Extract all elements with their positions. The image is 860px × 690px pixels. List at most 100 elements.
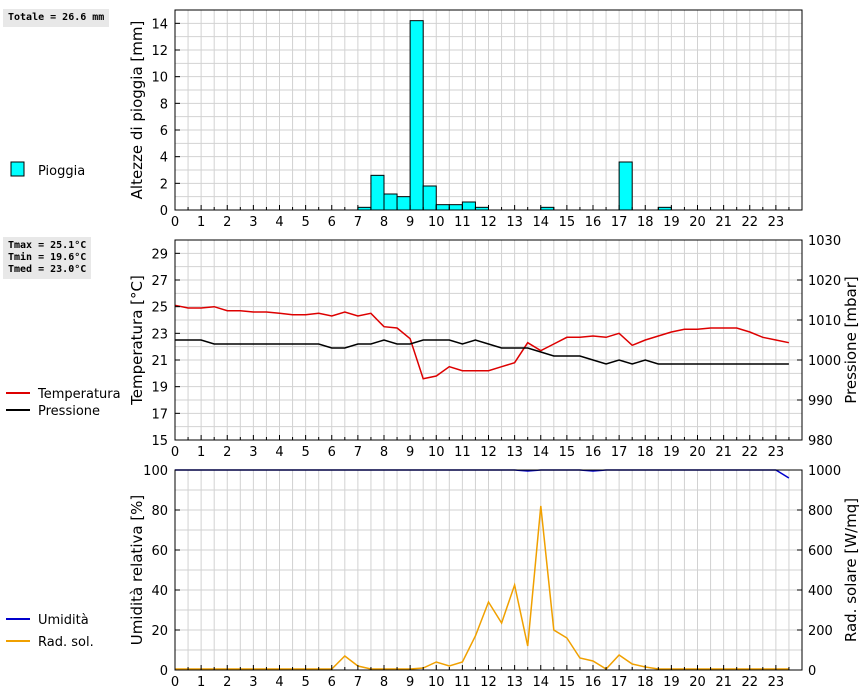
- x-tick-label: 14: [532, 675, 549, 690]
- y2-tick-label: 200: [808, 624, 833, 639]
- rain-bar: [435, 204, 450, 211]
- x-tick-label: 18: [637, 445, 654, 460]
- y-tick-label: 27: [151, 274, 168, 289]
- y2-tick-label: 980: [808, 434, 833, 449]
- y2-tick-label: 800: [808, 504, 833, 519]
- legend-swatch: [10, 161, 25, 177]
- y-tick-label: 40: [151, 584, 168, 599]
- y-tick-label: 6: [160, 124, 168, 139]
- x-tick-label: 22: [741, 675, 758, 690]
- x-tick-label: 22: [741, 215, 758, 230]
- y2-tick-label: 1020: [808, 274, 841, 289]
- x-tick-label: 21: [715, 675, 732, 690]
- x-tick-label: 11: [454, 215, 471, 230]
- y2-tick-label: 1000: [808, 354, 841, 369]
- x-tick-label: 0: [171, 675, 179, 690]
- x-tick-label: 19: [663, 675, 680, 690]
- x-tick-label: 7: [354, 675, 362, 690]
- rain-bar: [618, 161, 633, 211]
- series-line-pressione: [175, 339, 789, 365]
- x-tick-label: 7: [354, 445, 362, 460]
- x-tick-label: 13: [506, 215, 523, 230]
- y-tick-label: 80: [151, 504, 168, 519]
- rain-total-box: Totale = 26.6 mm: [3, 9, 110, 27]
- y-tick-label: 21: [151, 354, 168, 369]
- x-tick-label: 15: [559, 675, 576, 690]
- y-tick-label: 0: [160, 664, 168, 679]
- x-tick-label: 4: [275, 215, 283, 230]
- y-tick-label: 8: [160, 97, 168, 112]
- x-tick-label: 2: [223, 215, 231, 230]
- x-tick-label: 10: [428, 445, 445, 460]
- x-tick-label: 20: [689, 675, 706, 690]
- series-line-rad-sol-: [175, 505, 789, 670]
- temperature-summary-box: Tmax = 25.1°C Tmin = 19.6°C Tmed = 23.0°C: [3, 237, 92, 279]
- x-tick-label: 9: [406, 445, 414, 460]
- x-tick-label: 18: [637, 675, 654, 690]
- legend-label: Pioggia: [38, 164, 85, 179]
- x-tick-label: 15: [559, 445, 576, 460]
- x-tick-label: 14: [532, 445, 549, 460]
- legend-label: Pressione: [38, 404, 100, 419]
- x-tick-label: 8: [380, 675, 388, 690]
- y-tick-label: 25: [151, 301, 168, 316]
- x-tick-label: 6: [328, 215, 336, 230]
- x-tick-label: 2: [223, 445, 231, 460]
- info-line: Tmin = 19.6°C: [8, 252, 87, 263]
- x-tick-label: 1: [197, 215, 205, 230]
- legend-label: Rad. sol.: [38, 635, 94, 650]
- x-tick-label: 21: [715, 215, 732, 230]
- x-tick-label: 21: [715, 445, 732, 460]
- y2-tick-label: 1030: [808, 234, 841, 249]
- x-tick-label: 23: [768, 215, 785, 230]
- rain-bar: [448, 204, 463, 211]
- y-tick-label: 14: [151, 17, 168, 32]
- y-tick-label: 20: [151, 624, 168, 639]
- y-axis-label: Umidità relativa [%]: [128, 495, 146, 646]
- y-tick-label: 100: [143, 464, 168, 479]
- rain-bar: [422, 185, 437, 211]
- rain-bar: [396, 196, 411, 211]
- x-tick-label: 12: [480, 215, 497, 230]
- y2-tick-label: 400: [808, 584, 833, 599]
- x-tick-label: 6: [328, 675, 336, 690]
- y-tick-label: 0: [160, 204, 168, 219]
- rain-bar: [461, 201, 476, 211]
- y-tick-label: 12: [151, 44, 168, 59]
- y-tick-label: 19: [151, 381, 168, 396]
- y2-tick-label: 600: [808, 544, 833, 559]
- x-tick-label: 15: [559, 215, 576, 230]
- y-tick-label: 2: [160, 177, 168, 192]
- x-tick-label: 5: [301, 445, 309, 460]
- x-tick-label: 22: [741, 445, 758, 460]
- y2-tick-label: 1000: [808, 464, 841, 479]
- info-line: Tmax = 25.1°C: [8, 240, 87, 251]
- legend-label: Temperatura: [37, 387, 121, 402]
- x-tick-label: 16: [585, 215, 602, 230]
- x-tick-label: 11: [454, 445, 471, 460]
- x-tick-label: 3: [249, 675, 257, 690]
- rain-bar: [409, 20, 424, 211]
- rain-bar: [370, 174, 385, 211]
- y2-axis-label: Rad. solare [W/mq]: [842, 498, 860, 642]
- y-tick-label: 23: [151, 327, 168, 342]
- y-axis-label: Temperatura [°C]: [128, 275, 146, 406]
- x-tick-label: 11: [454, 675, 471, 690]
- x-tick-label: 13: [506, 445, 523, 460]
- info-line: Tmed = 23.0°C: [8, 264, 87, 275]
- y-tick-label: 60: [151, 544, 168, 559]
- y2-tick-label: 1010: [808, 314, 841, 329]
- x-tick-label: 1: [197, 675, 205, 690]
- x-tick-label: 10: [428, 675, 445, 690]
- x-tick-label: 17: [611, 445, 628, 460]
- y-tick-label: 17: [151, 407, 168, 422]
- x-tick-label: 1: [197, 445, 205, 460]
- x-tick-label: 6: [328, 445, 336, 460]
- x-tick-label: 18: [637, 215, 654, 230]
- x-tick-label: 5: [301, 215, 309, 230]
- y2-tick-label: 0: [808, 664, 816, 679]
- x-tick-label: 10: [428, 215, 445, 230]
- x-tick-label: 12: [480, 445, 497, 460]
- y-tick-label: 29: [151, 247, 168, 262]
